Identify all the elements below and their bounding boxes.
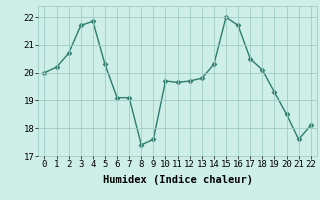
X-axis label: Humidex (Indice chaleur): Humidex (Indice chaleur) bbox=[103, 175, 252, 185]
